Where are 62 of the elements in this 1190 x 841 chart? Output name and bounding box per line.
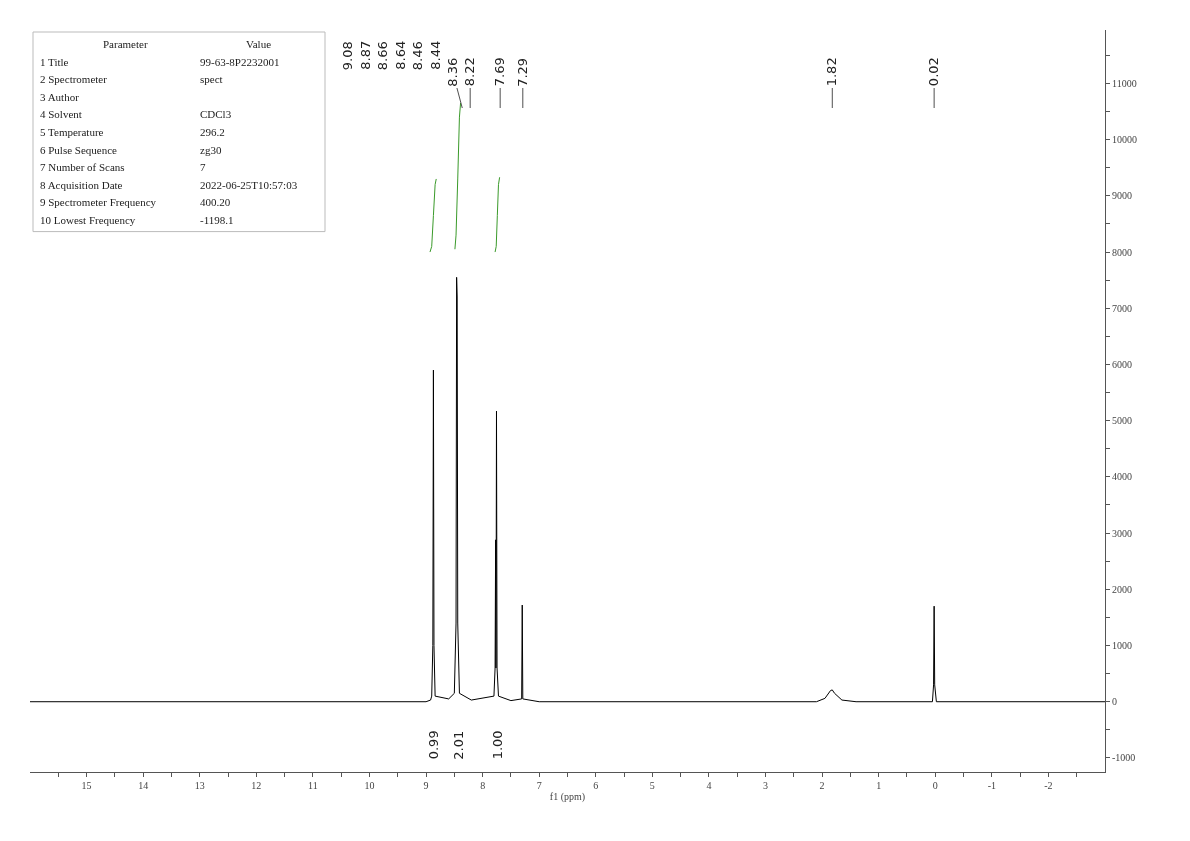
- annotation: 1.82: [824, 57, 840, 87]
- text: 2 Spectrometer spect: [40, 73, 223, 85]
- text: 10 Lowest Frequency -1198.1: [40, 214, 234, 226]
- x-tick-label: 7: [536, 780, 542, 791]
- x-tick-label: 11: [308, 780, 318, 791]
- text: 4 Solvent CDCl3: [40, 108, 232, 120]
- x-tick-label: 1: [876, 780, 882, 791]
- annotation: 8.22: [462, 57, 478, 87]
- x-tick-label: 9: [423, 780, 429, 791]
- y-tick-label: 7000: [1112, 302, 1132, 314]
- annotation: 7.29: [514, 57, 530, 87]
- line-series: [494, 176, 501, 253]
- line-series: [30, 276, 1105, 703]
- text: 1 Title 99-63-8P2232001: [40, 56, 280, 68]
- y-tick-label: 8000: [1112, 246, 1132, 258]
- x-tick-label: 4: [706, 780, 712, 791]
- x-tick-label: -1: [987, 780, 997, 791]
- y-tick-label: 2000: [1112, 583, 1132, 595]
- x-tick-label: 0: [932, 780, 938, 791]
- y-tick-label: 5000: [1112, 415, 1132, 427]
- annotation: 9.08: [340, 41, 356, 71]
- y-tick-label: 1000: [1112, 640, 1132, 652]
- annotation: 8.46: [410, 41, 426, 71]
- x-tick-label: 2: [819, 780, 825, 791]
- x-tick-label: 6: [593, 780, 599, 791]
- annotation: 7.69: [492, 57, 508, 87]
- y-tick-label: 3000: [1112, 527, 1132, 539]
- annotation: 8.87: [357, 40, 373, 70]
- x-tick-label: 8: [480, 780, 486, 791]
- y-tick-label: 0: [1112, 696, 1117, 708]
- text: 6 Pulse Sequence zg30: [40, 144, 222, 156]
- y-tick-label: 10000: [1112, 134, 1137, 146]
- y-tick-label: 6000: [1112, 358, 1132, 370]
- x-tick-label: 3: [763, 780, 769, 791]
- annotation: 8.36: [444, 57, 460, 87]
- line-series: [454, 102, 462, 250]
- y-tick-label: 4000: [1112, 471, 1132, 483]
- x-tick-label: 5: [649, 780, 655, 791]
- y-tick-label: 9000: [1112, 190, 1132, 202]
- text: 9 Spectrometer Frequency 400.20: [40, 196, 231, 208]
- annotation: 0.02: [926, 57, 942, 87]
- x-tick-label: -2: [1044, 780, 1053, 791]
- y-tick-label: -1000: [1112, 752, 1136, 764]
- annotation: 2.01: [450, 730, 466, 760]
- x-tick-label: 15: [81, 780, 92, 791]
- x-tick-label: 12: [251, 780, 262, 791]
- annotation: 8.66: [375, 41, 391, 71]
- annotation: 0.99: [426, 730, 442, 760]
- y-tick-label: 11000: [1112, 77, 1137, 89]
- x-tick-label: 10: [364, 780, 375, 791]
- text: 7 Number of Scans 7: [40, 161, 206, 173]
- annotation: 8.64: [392, 40, 408, 70]
- line-series: [429, 178, 437, 253]
- text: Parameter Value: [103, 38, 272, 50]
- annotation: 8.44: [427, 40, 443, 70]
- x-tick-label: 13: [194, 780, 205, 791]
- annotation: 3 Author: [40, 91, 80, 103]
- annotation: 1.00: [490, 730, 506, 760]
- x-tick-label: 14: [138, 780, 149, 791]
- x-axis-title: f1 (ppm): [549, 790, 586, 803]
- text: 5 Temperature 296.2: [40, 126, 225, 138]
- text: 8 Acquisition Date 2022-06-25T10:57:03: [40, 179, 298, 191]
